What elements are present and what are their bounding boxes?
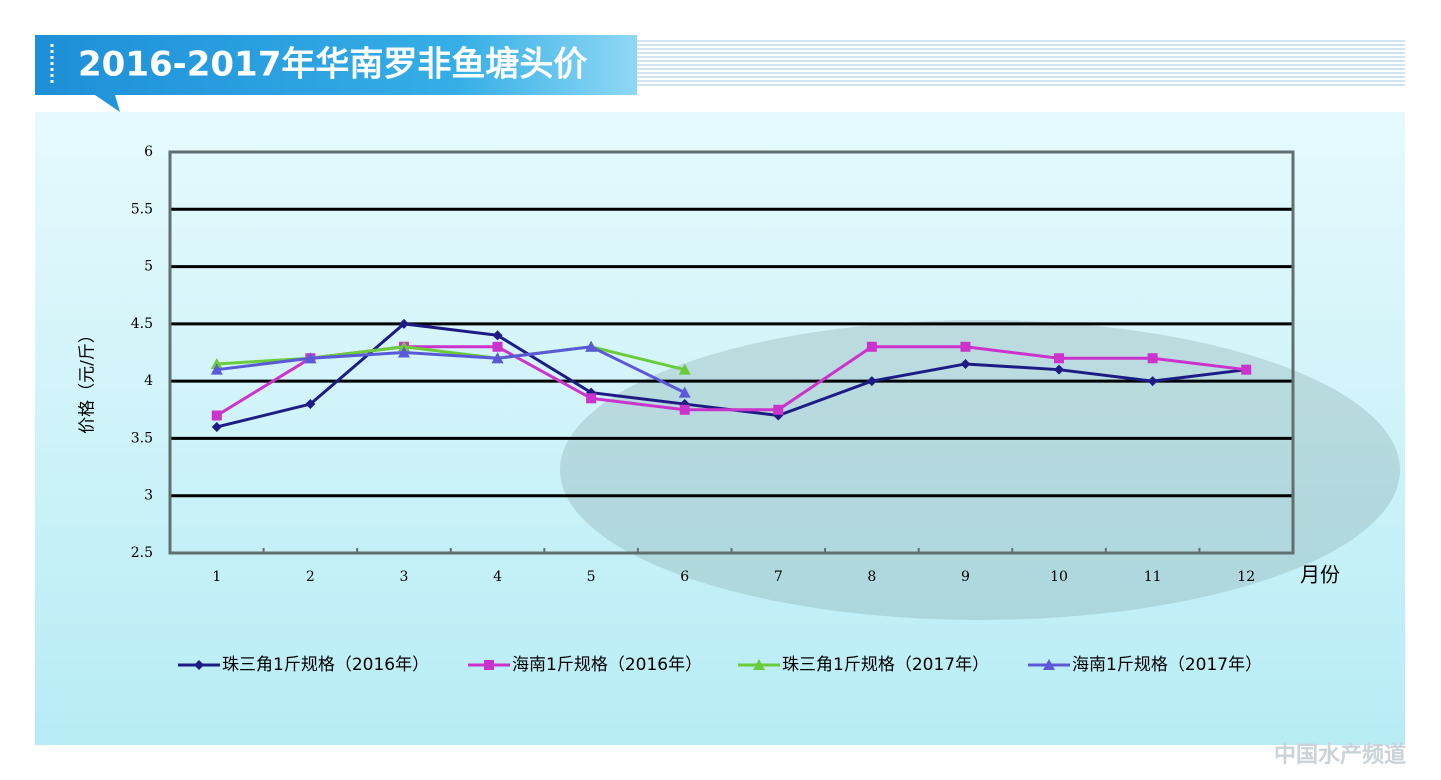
marker	[1043, 659, 1055, 670]
marker	[866, 341, 877, 352]
marker	[1054, 364, 1065, 375]
y-tick-label: 5.5	[131, 201, 153, 217]
legend-label: 海南1斤规格（2017年）	[1072, 655, 1262, 675]
marker	[194, 660, 204, 670]
marker	[304, 352, 317, 364]
marker	[305, 399, 316, 410]
x-tick-label: 7	[774, 569, 783, 585]
marker	[1147, 376, 1158, 387]
y-tick-label: 3.5	[131, 430, 153, 446]
marker	[210, 363, 223, 375]
y-tick-label: 5	[144, 259, 153, 275]
marker	[1241, 364, 1252, 375]
x-tick-label: 3	[399, 569, 408, 585]
y-axis-label: 价格（元/斤）	[78, 326, 98, 434]
marker	[1054, 353, 1065, 364]
x-tick-label: 12	[1237, 569, 1255, 585]
watermark: 中国水产频道	[1274, 742, 1406, 768]
marker	[678, 386, 691, 398]
marker	[866, 376, 877, 387]
x-tick-label: 2	[306, 569, 315, 585]
y-tick-label: 2.5	[131, 545, 153, 561]
marker	[492, 330, 503, 341]
x-tick-label: 1	[212, 569, 221, 585]
series-line	[216, 345, 686, 394]
marker	[491, 352, 504, 364]
legend-label: 珠三角1斤规格（2017年）	[782, 655, 989, 675]
x-axis-label: 月份	[1300, 563, 1340, 587]
panel	[35, 112, 1405, 745]
x-tick-label: 9	[961, 569, 970, 585]
marker	[1147, 353, 1158, 364]
x-tick-label: 4	[493, 569, 502, 585]
marker	[484, 660, 494, 670]
marker	[397, 340, 410, 352]
y-tick-label: 4.5	[131, 316, 153, 332]
title-banner	[35, 35, 637, 112]
marker	[678, 363, 691, 375]
x-tick-label: 11	[1144, 569, 1162, 585]
x-tick-label: 5	[587, 569, 596, 585]
y-tick-label: 4	[144, 373, 153, 389]
fish-shape	[560, 320, 1400, 620]
x-tick-label: 6	[680, 569, 689, 585]
y-tick-label: 3	[144, 488, 153, 504]
marker	[211, 421, 222, 432]
legend: 珠三角1斤规格（2016年） 海南1斤规格（2016年） 珠三角1斤规格（2017年…	[178, 655, 1262, 675]
marker	[679, 404, 690, 415]
chart-title: 2016-2017年华南罗非鱼塘头价	[78, 45, 587, 85]
x-tick-label: 8	[867, 569, 876, 585]
marker	[773, 404, 784, 415]
legend-label: 海南1斤规格（2016年）	[512, 655, 702, 675]
marker	[398, 318, 409, 329]
legend-label: 珠三角1斤规格（2016年）	[222, 655, 429, 675]
stripes	[637, 40, 1405, 88]
marker	[211, 410, 222, 421]
marker	[492, 341, 503, 352]
y-tick-label: 6	[144, 144, 153, 160]
marker	[585, 340, 598, 352]
marker	[753, 659, 765, 670]
marker	[960, 358, 971, 369]
marker	[210, 357, 223, 369]
x-tick-label: 10	[1050, 569, 1068, 585]
marker	[397, 346, 410, 358]
marker	[586, 393, 597, 404]
marker	[960, 341, 971, 352]
